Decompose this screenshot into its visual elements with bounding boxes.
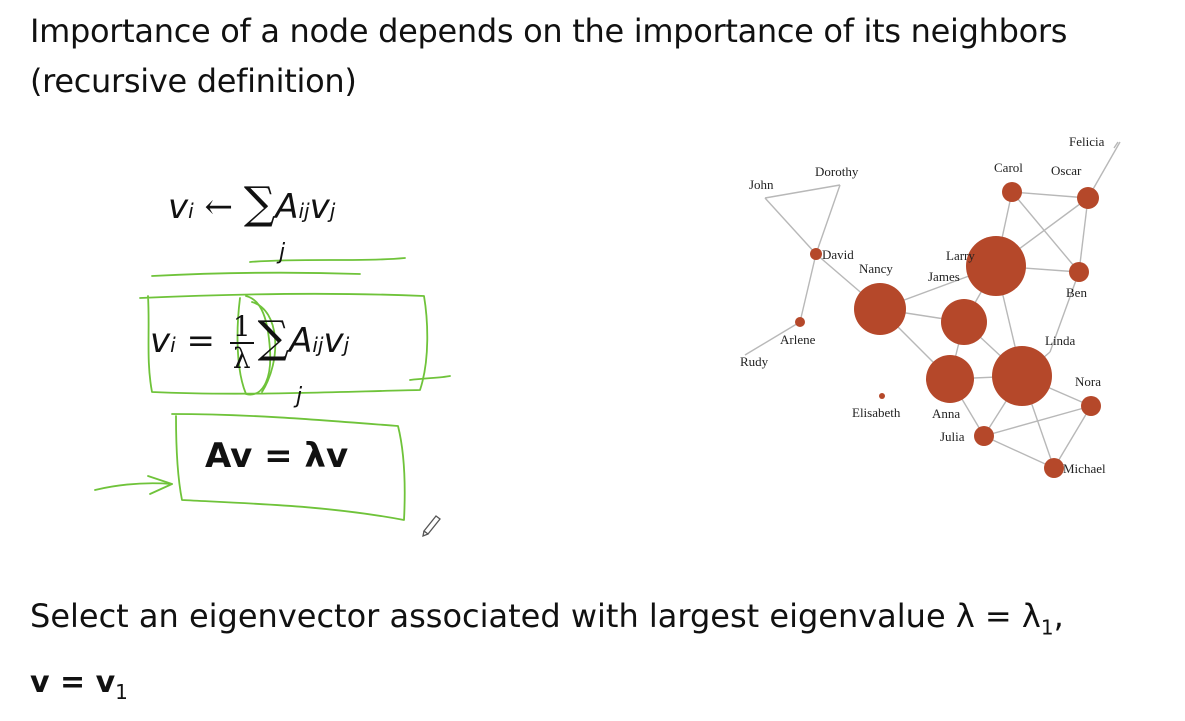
ink-box-eq3 [171, 413, 406, 521]
node-anna [926, 355, 974, 403]
edge-oscar-ben [1078, 197, 1089, 273]
eq2-var-sub: j [343, 333, 350, 357]
eq2-var: v [323, 321, 344, 361]
eq1-sum-index: j [279, 240, 286, 265]
edge-john-david [764, 197, 817, 255]
node-ben [1069, 262, 1089, 282]
ink-underline [249, 257, 406, 263]
node-nora [1081, 396, 1101, 416]
eq2-sum: ∑ [257, 312, 290, 363]
eq2-term: A [289, 321, 313, 361]
slide-conclusion: Select an eigenvector associated with la… [30, 588, 1170, 720]
label-dorothy: Dorothy [815, 164, 859, 179]
eq1-lhs: v [168, 187, 189, 227]
conclusion-line-2: v = v1 [30, 655, 1170, 720]
label-felicia: Felicia [1069, 134, 1105, 149]
label-oscar: Oscar [1051, 163, 1082, 178]
node-arlene [795, 317, 805, 327]
equation-eigen: Av = λv [205, 436, 348, 476]
network-graph: John Dorothy David Nancy Arlene Rudy Lar… [740, 134, 1121, 478]
eq2-numerator: 1 [229, 312, 254, 344]
edge-nora-michael [1053, 405, 1092, 469]
eq2-denominator: λ [232, 342, 251, 375]
title-line-1: Importance of a node depends on the impo… [30, 12, 1068, 50]
eq2-term-sub: ij [312, 333, 324, 357]
ink-loop-fraction [236, 295, 272, 396]
eq1-arrow: ← [204, 187, 234, 227]
edge-carol-oscar [1011, 191, 1089, 199]
equation-normalized: vi = 1 λ ∑Aijvj [150, 312, 349, 374]
label-david: David [822, 247, 854, 262]
edge-dorothy-david [815, 184, 841, 255]
edge-linda-ben [1049, 271, 1080, 353]
eq1-term: A [275, 187, 299, 227]
title-line-2: (recursive definition) [30, 62, 357, 100]
edge-carol-ben [1011, 191, 1080, 273]
pen-cursor-icon [422, 515, 441, 538]
edge-julia-michael [983, 435, 1055, 469]
eq1-var-sub: j [329, 199, 336, 223]
eq3-text: Av = λv [205, 436, 349, 476]
ink-underline-2 [151, 271, 361, 277]
edge-david-arlene [799, 253, 817, 323]
label-arlene: Arlene [780, 332, 816, 347]
label-john: John [749, 177, 774, 192]
conclusion-line-1: Select an eigenvector associated with la… [30, 588, 1170, 655]
node-oscar [1077, 187, 1099, 209]
eq2-sum-index: j [296, 384, 303, 409]
node-larry [966, 236, 1026, 296]
eq1-var: v [309, 187, 330, 227]
node-julia [974, 426, 994, 446]
eq1-sum: ∑ [243, 178, 276, 229]
label-larry: Larry [946, 248, 975, 263]
ink-arrowhead [147, 475, 173, 495]
label-james: James [928, 269, 960, 284]
network-labels: John Dorothy David Nancy Arlene Rudy Lar… [740, 134, 1106, 476]
label-julia: Julia [940, 429, 965, 444]
equation-update-rule: vi ← ∑Aijvj [168, 178, 335, 229]
edge-julia-nora [983, 405, 1092, 437]
label-linda: Linda [1045, 333, 1076, 348]
slide-title: Importance of a node depends on the impo… [30, 6, 1170, 106]
conclusion-line-1-sub: 1 [1040, 615, 1054, 640]
label-michael: Michael [1063, 461, 1106, 476]
node-center [992, 346, 1052, 406]
label-nancy: Nancy [859, 261, 893, 276]
conclusion-line-2-text: v = v [30, 665, 116, 701]
label-ben: Ben [1066, 285, 1087, 300]
edge-arlene-rudy [744, 321, 801, 356]
label-carol: Carol [994, 160, 1023, 175]
eq2-equals: = [186, 321, 216, 361]
conclusion-line-2-sub: 1 [115, 680, 128, 705]
edge-john-dorothy [764, 184, 841, 199]
network-nodes [795, 182, 1101, 478]
label-anna: Anna [932, 406, 960, 421]
ink-arrow [94, 482, 173, 491]
node-david [810, 248, 822, 260]
label-elisabeth: Elisabeth [852, 405, 901, 420]
ink-box-eq2-tail [409, 375, 451, 381]
conclusion-line-1-end: , [1053, 597, 1064, 635]
eq1-term-sub: ij [298, 199, 310, 223]
conclusion-line-1-text: Select an eigenvector associated with la… [30, 597, 1041, 635]
label-rudy: Rudy [740, 354, 769, 369]
ink-loop-fraction-2 [251, 301, 277, 393]
node-nancy [854, 283, 906, 335]
ink-box-eq2 [139, 292, 429, 395]
label-nora: Nora [1075, 374, 1101, 389]
eq2-lhs-sub: i [170, 333, 176, 357]
node-james [941, 299, 987, 345]
node-elisabeth [879, 393, 885, 399]
eq1-lhs-sub: i [188, 199, 194, 223]
node-carol [1002, 182, 1022, 202]
eq2-lhs: v [150, 321, 171, 361]
edge-felicia-tick [1113, 141, 1119, 149]
node-michael [1044, 458, 1064, 478]
